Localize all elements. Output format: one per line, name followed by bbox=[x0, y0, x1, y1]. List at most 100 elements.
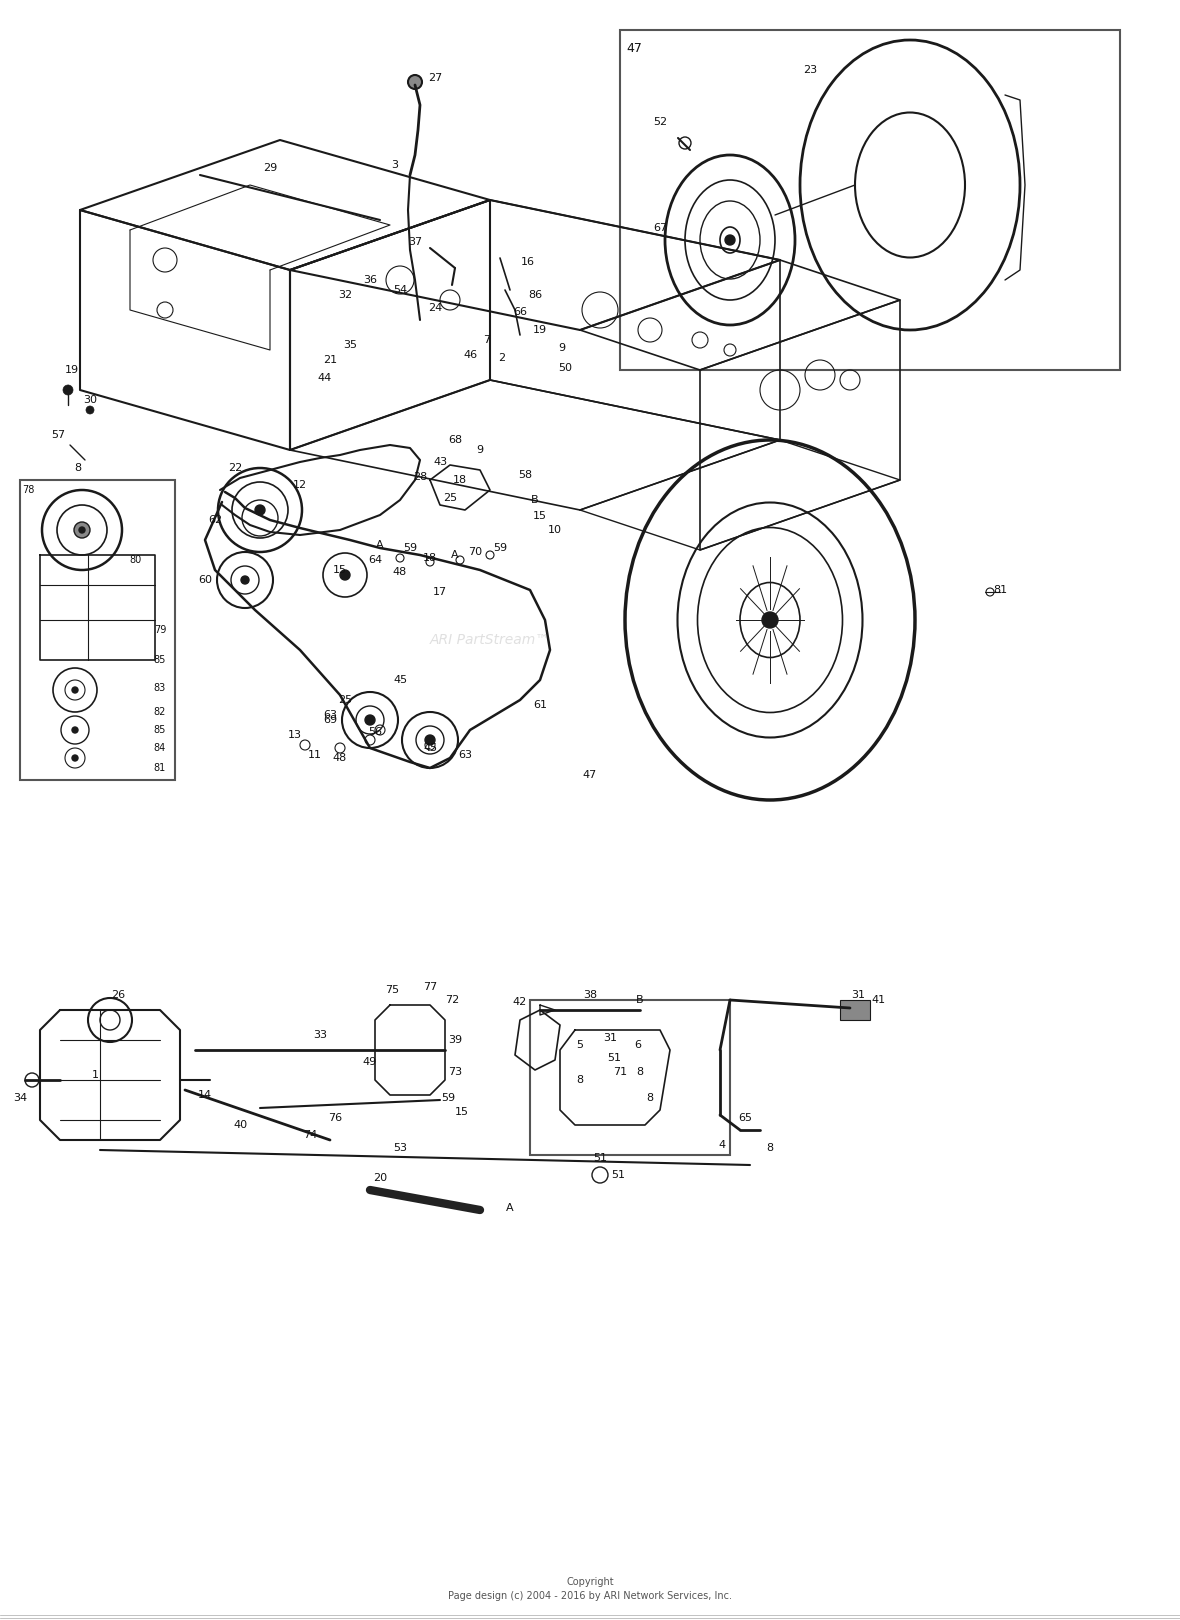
Text: A: A bbox=[376, 539, 384, 551]
Text: 81: 81 bbox=[153, 763, 166, 773]
Text: ARI PartStream™: ARI PartStream™ bbox=[430, 633, 550, 646]
Text: Page design (c) 2004 - 2016 by ARI Network Services, Inc.: Page design (c) 2004 - 2016 by ARI Netwo… bbox=[448, 1591, 732, 1601]
Text: 71: 71 bbox=[612, 1068, 627, 1077]
Text: 39: 39 bbox=[448, 1035, 463, 1045]
Text: 17: 17 bbox=[433, 586, 447, 598]
Text: 47: 47 bbox=[583, 770, 597, 779]
Text: 13: 13 bbox=[288, 731, 302, 740]
Text: 20: 20 bbox=[373, 1173, 387, 1183]
Text: 14: 14 bbox=[198, 1090, 212, 1100]
Text: 4: 4 bbox=[719, 1140, 726, 1150]
Text: 70: 70 bbox=[468, 548, 483, 557]
Text: 18: 18 bbox=[453, 475, 467, 484]
Circle shape bbox=[72, 687, 78, 693]
Text: 58: 58 bbox=[518, 470, 532, 480]
Bar bbox=[620, 31, 1120, 369]
Text: 42: 42 bbox=[513, 996, 527, 1008]
Circle shape bbox=[86, 407, 94, 415]
Text: 51: 51 bbox=[594, 1153, 607, 1163]
Text: 44: 44 bbox=[317, 373, 332, 382]
Text: 25: 25 bbox=[337, 695, 352, 705]
Text: 52: 52 bbox=[653, 117, 667, 126]
Circle shape bbox=[365, 714, 375, 726]
Circle shape bbox=[255, 505, 266, 515]
Text: 43: 43 bbox=[433, 457, 447, 467]
Text: 2: 2 bbox=[498, 353, 505, 363]
Text: 69: 69 bbox=[323, 714, 337, 726]
Text: 31: 31 bbox=[603, 1034, 617, 1043]
Text: A: A bbox=[451, 551, 459, 561]
Text: 48: 48 bbox=[333, 753, 347, 763]
Text: 85: 85 bbox=[153, 654, 166, 664]
Text: 47: 47 bbox=[627, 42, 642, 55]
Text: 60: 60 bbox=[198, 575, 212, 585]
Text: 59: 59 bbox=[441, 1094, 455, 1103]
Text: 86: 86 bbox=[527, 290, 542, 300]
Circle shape bbox=[72, 755, 78, 761]
Text: 15: 15 bbox=[533, 510, 548, 522]
Text: 45: 45 bbox=[393, 676, 407, 685]
Text: 8: 8 bbox=[577, 1076, 584, 1085]
Text: 61: 61 bbox=[533, 700, 548, 710]
Text: B: B bbox=[636, 995, 644, 1004]
Text: 3: 3 bbox=[392, 160, 399, 170]
Text: 28: 28 bbox=[413, 471, 427, 483]
Text: 6: 6 bbox=[635, 1040, 642, 1050]
Text: 35: 35 bbox=[343, 340, 358, 350]
Text: 37: 37 bbox=[408, 237, 422, 246]
Text: 74: 74 bbox=[303, 1131, 317, 1140]
Text: 15: 15 bbox=[455, 1106, 468, 1118]
Circle shape bbox=[74, 522, 90, 538]
Text: 29: 29 bbox=[263, 164, 277, 173]
Text: 16: 16 bbox=[522, 258, 535, 267]
Text: 83: 83 bbox=[153, 684, 166, 693]
Text: 57: 57 bbox=[51, 429, 65, 441]
Text: 40: 40 bbox=[232, 1119, 247, 1131]
Text: 59: 59 bbox=[402, 543, 417, 552]
Text: 8: 8 bbox=[647, 1094, 654, 1103]
Text: 10: 10 bbox=[548, 525, 562, 535]
Text: 51: 51 bbox=[607, 1053, 621, 1063]
Text: 68: 68 bbox=[448, 436, 463, 446]
Text: 34: 34 bbox=[13, 1094, 27, 1103]
Text: B: B bbox=[531, 496, 539, 505]
Text: 38: 38 bbox=[583, 990, 597, 1000]
Text: 15: 15 bbox=[333, 565, 347, 575]
Text: 12: 12 bbox=[293, 480, 307, 489]
Text: 46: 46 bbox=[463, 350, 477, 360]
Text: 23: 23 bbox=[802, 65, 817, 75]
Text: 51: 51 bbox=[611, 1170, 625, 1179]
Text: 59: 59 bbox=[493, 543, 507, 552]
Text: 18: 18 bbox=[422, 552, 437, 564]
Circle shape bbox=[340, 570, 350, 580]
Text: 82: 82 bbox=[153, 706, 166, 718]
Text: 26: 26 bbox=[111, 990, 125, 1000]
Circle shape bbox=[408, 75, 422, 89]
Text: 7: 7 bbox=[484, 335, 491, 345]
Text: 5: 5 bbox=[577, 1040, 583, 1050]
Text: 66: 66 bbox=[513, 308, 527, 318]
Circle shape bbox=[241, 577, 249, 583]
Text: 1: 1 bbox=[92, 1069, 98, 1081]
Text: 81: 81 bbox=[992, 585, 1007, 595]
Text: 31: 31 bbox=[851, 990, 865, 1000]
Circle shape bbox=[762, 612, 778, 629]
Text: 33: 33 bbox=[313, 1030, 327, 1040]
Text: Copyright: Copyright bbox=[566, 1576, 614, 1588]
Text: 53: 53 bbox=[393, 1144, 407, 1153]
Text: 21: 21 bbox=[323, 355, 337, 364]
Text: A: A bbox=[506, 1204, 513, 1213]
Text: 49: 49 bbox=[363, 1056, 378, 1068]
Text: 32: 32 bbox=[337, 290, 352, 300]
Text: 54: 54 bbox=[393, 285, 407, 295]
Text: 27: 27 bbox=[428, 73, 442, 83]
Text: 80: 80 bbox=[129, 556, 142, 565]
Text: 78: 78 bbox=[21, 484, 34, 496]
Text: 8: 8 bbox=[74, 463, 81, 473]
Text: 9: 9 bbox=[477, 446, 484, 455]
Text: 48: 48 bbox=[393, 567, 407, 577]
Text: 63: 63 bbox=[323, 710, 337, 719]
Text: 85: 85 bbox=[153, 726, 166, 735]
Text: 79: 79 bbox=[153, 625, 166, 635]
Circle shape bbox=[79, 526, 85, 533]
